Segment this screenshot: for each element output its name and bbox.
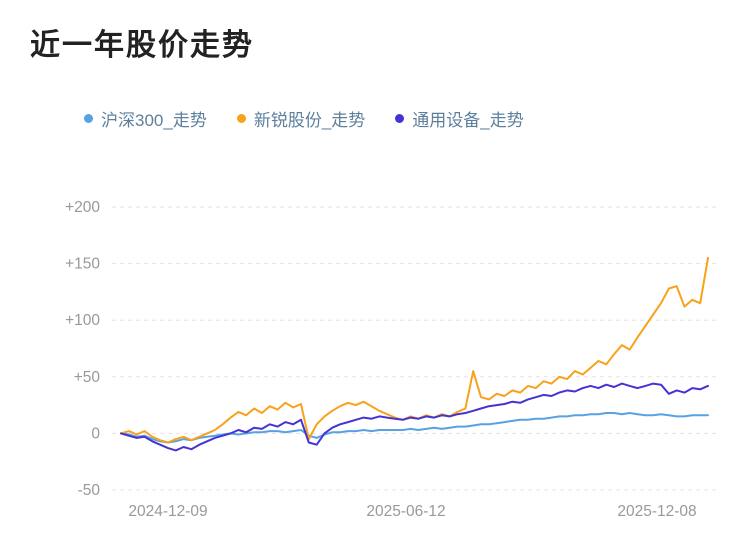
legend-dot-icon xyxy=(395,114,405,123)
page-title: 近一年股价走势 xyxy=(30,29,254,62)
legend-label: 通用设备_走势 xyxy=(412,111,524,130)
legend-item-2[interactable]: 通用设备_走势 xyxy=(395,106,524,131)
y-axis-tick-label: +200 xyxy=(65,199,100,216)
legend-dot-icon xyxy=(84,114,93,123)
x-axis-tick-label: 2025-06-12 xyxy=(366,503,445,520)
x-axis-tick-label: 2025-12-08 xyxy=(617,503,696,520)
y-axis-tick-label: 0 xyxy=(91,425,100,442)
legend-item-1[interactable]: 新锐股份_走势 xyxy=(236,106,366,131)
y-axis-tick-label: +100 xyxy=(65,312,100,329)
y-axis-tick-label: +50 xyxy=(74,369,101,386)
legend-label: 新锐股份_走势 xyxy=(253,111,366,130)
chart-legend: 沪深300_走势 新锐股份_走势 通用设备_走势 xyxy=(84,106,524,131)
x-axis-tick-label: 2024-12-09 xyxy=(128,503,207,520)
y-axis-tick-label: -50 xyxy=(78,482,101,499)
legend-label: 沪深300_走势 xyxy=(101,111,207,130)
series-line-0 xyxy=(120,412,709,444)
series-line-2 xyxy=(120,382,709,452)
legend-item-0[interactable]: 沪深300_走势 xyxy=(84,106,207,131)
legend-dot-icon xyxy=(236,114,246,123)
y-axis-tick-label: +150 xyxy=(65,256,100,273)
